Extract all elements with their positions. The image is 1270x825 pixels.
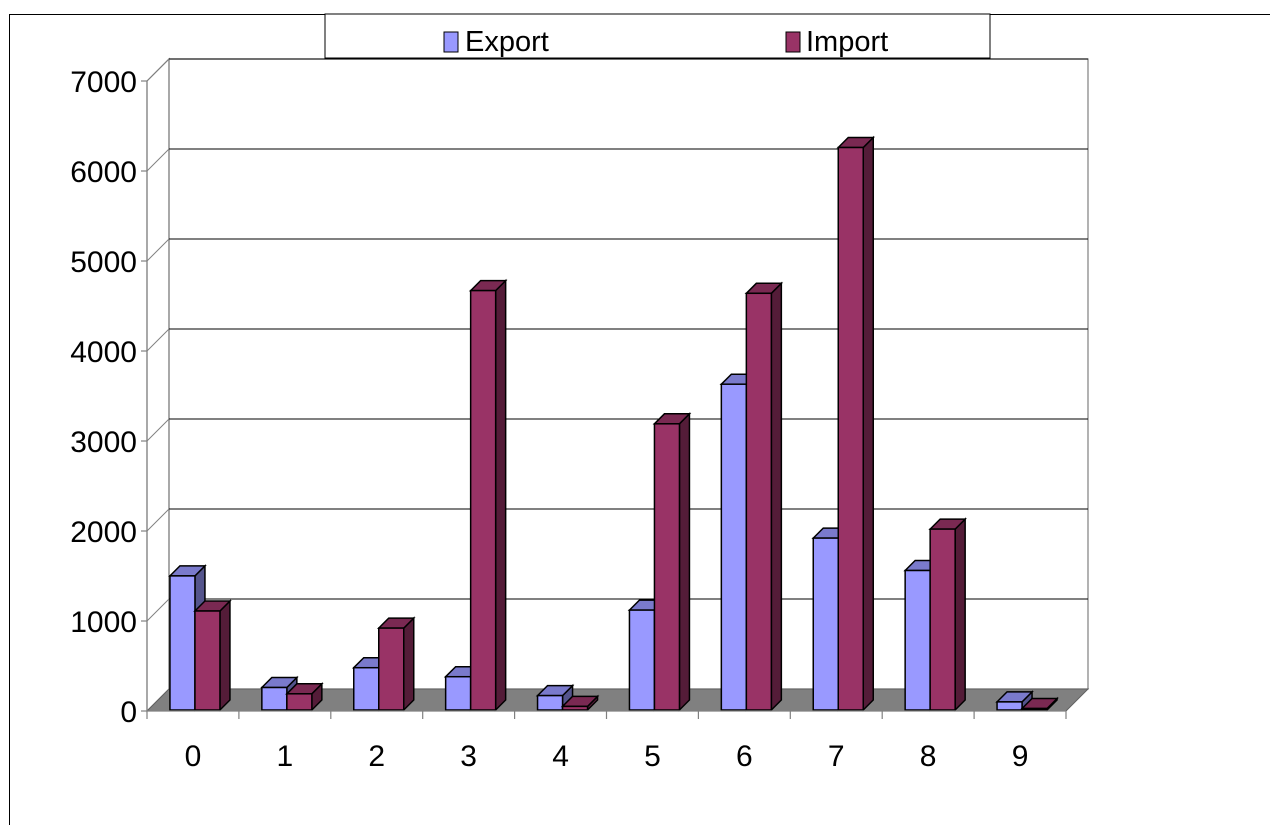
x-tick-label: 0 xyxy=(185,740,202,773)
legend-swatch-export xyxy=(443,31,459,53)
gridline-side xyxy=(146,58,170,82)
bar-import xyxy=(469,289,497,711)
side-wall xyxy=(146,57,170,713)
y-tick-label: 4000 xyxy=(70,336,137,369)
gridline-side xyxy=(146,598,170,622)
bar-import xyxy=(286,693,313,711)
y-tick-label: 7000 xyxy=(70,66,137,99)
bar-export xyxy=(353,666,380,711)
legend-label-export: Export xyxy=(465,26,549,58)
gridline-side xyxy=(146,148,170,172)
bars xyxy=(168,135,1059,712)
x-tick-label: 1 xyxy=(277,740,294,773)
bar-side-import xyxy=(770,281,783,712)
axes: 0 1000 2000 3000 4000 5000 6000 7000 0 1 2 3 4 5 6 7 8 9 xyxy=(70,66,1067,773)
y-tick-label: 2000 xyxy=(70,516,137,549)
bar-import xyxy=(378,627,405,711)
x-tick-label: 6 xyxy=(736,740,753,773)
gridline-side xyxy=(146,238,170,262)
bar-side-import xyxy=(862,135,874,712)
bar-import xyxy=(1021,707,1048,711)
y-tick-label: 0 xyxy=(120,696,137,729)
bar-export xyxy=(444,675,472,711)
bar-import xyxy=(929,528,956,711)
bar-export xyxy=(536,694,564,711)
y-tick-label: 1000 xyxy=(70,606,137,639)
y-tick-label: 5000 xyxy=(70,246,137,279)
bar-export xyxy=(720,383,748,711)
gridline-side xyxy=(146,508,170,532)
bar-import xyxy=(194,610,221,711)
bar-export xyxy=(904,569,931,711)
gridline-side xyxy=(146,418,170,442)
gridlines xyxy=(146,58,1088,622)
x-tick-label: 5 xyxy=(644,740,661,773)
bar-side-import xyxy=(954,517,966,712)
bar-import xyxy=(653,423,681,711)
bar-export xyxy=(628,609,656,711)
bar-side-import xyxy=(678,411,691,712)
x-tick-label: 3 xyxy=(460,740,477,773)
y-tick-label: 6000 xyxy=(70,156,137,189)
x-tick-label: 7 xyxy=(828,740,845,773)
legend: Export Import xyxy=(324,13,991,59)
legend-label-import: Import xyxy=(806,26,888,58)
x-tick-label: 8 xyxy=(920,740,937,773)
bar-side-import xyxy=(403,616,415,712)
bar-import xyxy=(561,705,589,711)
x-tick-label: 9 xyxy=(1012,740,1029,773)
x-tick-label: 2 xyxy=(368,740,385,773)
bar-side-import xyxy=(219,599,231,712)
legend-swatch-import xyxy=(785,31,801,53)
y-tick-label: 3000 xyxy=(70,426,137,459)
bar-import xyxy=(837,146,864,711)
bar-import xyxy=(745,292,773,711)
x-tick-label: 4 xyxy=(552,740,569,773)
bar-export xyxy=(261,686,288,711)
bar-export xyxy=(996,701,1023,711)
legend-box xyxy=(324,13,991,59)
bar-export xyxy=(169,575,196,711)
bar-side-import xyxy=(494,278,507,712)
gridline-side xyxy=(146,328,170,352)
bar-export xyxy=(812,537,839,711)
